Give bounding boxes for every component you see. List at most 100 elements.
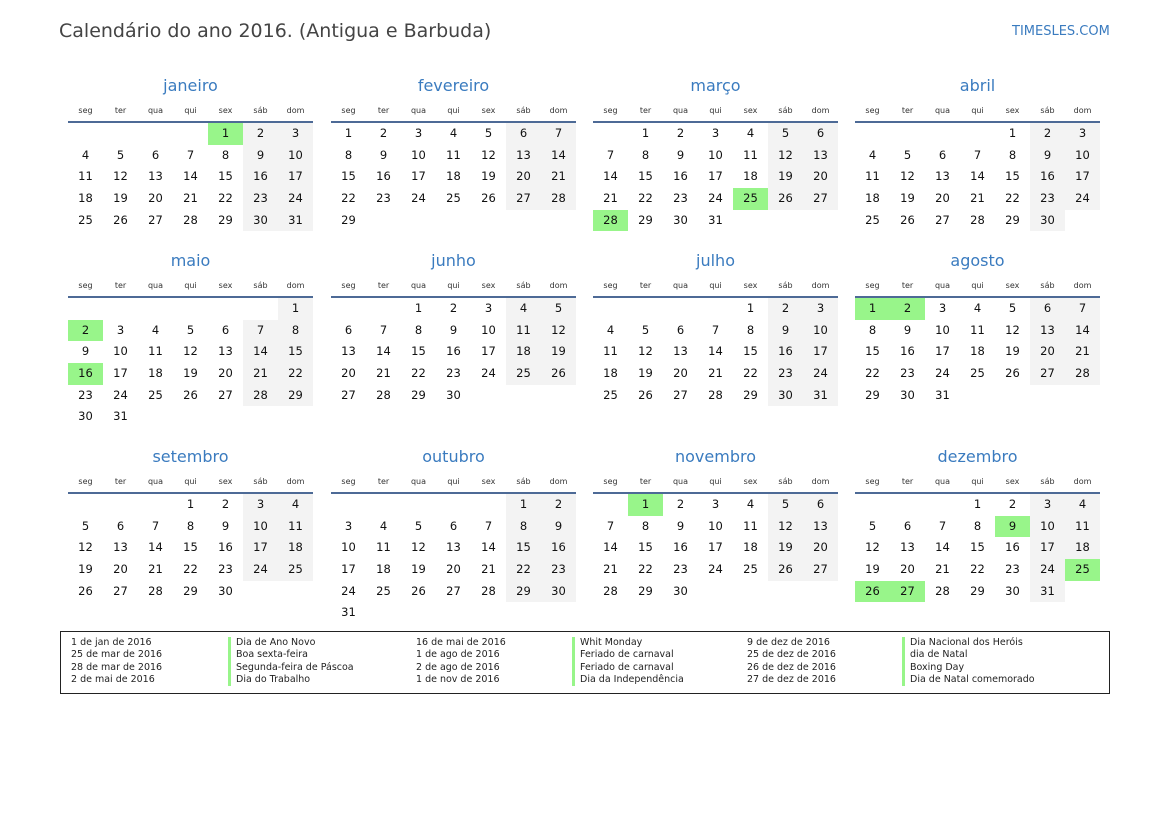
day-cell: 14	[970, 169, 985, 184]
brand-link[interactable]: TIMESLES.COM	[1012, 24, 1110, 39]
weekday-label: dom	[286, 477, 305, 486]
day-cell: 16	[673, 540, 688, 555]
day-cell: 17	[341, 562, 356, 577]
day-cell: 21	[243, 363, 278, 385]
day-cell: 6	[449, 518, 458, 533]
legend-holiday-name: Boa sexta-feira	[228, 649, 354, 662]
day-cell: 28	[148, 583, 163, 598]
weekday-label: ter	[639, 106, 652, 115]
day-cell: 1	[506, 494, 541, 516]
day-cell: 21	[481, 562, 496, 577]
month-title: dezembro	[937, 447, 1018, 466]
weekday-label: qua	[147, 281, 164, 290]
day-cell: 28	[183, 212, 198, 227]
day-cell: 30	[1030, 209, 1065, 232]
weekday-label: seg	[865, 281, 880, 290]
day-cell: 17	[1030, 537, 1065, 560]
day-cell: 3	[414, 126, 423, 140]
weekday-label: sex	[743, 106, 758, 115]
day-cell: 17	[113, 366, 128, 381]
holiday-day-cell: 9	[995, 515, 1030, 538]
day-cell: 27	[506, 188, 541, 210]
day-cell: 1	[186, 497, 195, 511]
day-cell: 6	[151, 147, 160, 162]
day-cell: 22	[218, 191, 233, 206]
weekday-header: seg ter qua qui sex sáb dom	[855, 278, 1100, 294]
day-cell: 31	[935, 387, 950, 402]
day-cell: 12	[78, 540, 93, 555]
legend-holiday-name: Feriado de carnaval	[572, 661, 684, 674]
holiday-day-cell: 1	[628, 494, 663, 516]
day-cell: 11	[743, 518, 758, 533]
legend-date: 16 de mai de 2016	[416, 637, 506, 648]
day-cell: 27	[446, 583, 461, 598]
day-cell: 25	[970, 366, 985, 381]
day-cell: 26	[78, 583, 93, 598]
month-fevereiro: fevereiro seg ter qua qui sex sáb dom 1 2 3 4 5 6 7 8 9 1…	[331, 75, 576, 231]
day-cell: 11	[603, 344, 618, 359]
weekday-header: seg ter qua qui sex sáb dom	[68, 278, 313, 294]
day-cell: 22	[506, 559, 541, 581]
day-cell: 12	[638, 344, 653, 359]
divider	[331, 121, 576, 123]
day-cell: 25	[506, 363, 541, 385]
holiday-day-cell: 28	[593, 209, 628, 232]
day-cell: 12	[481, 147, 496, 162]
day-cell: 26	[411, 583, 426, 598]
weekday-label: sáb	[516, 281, 531, 290]
weekday-label: sex	[481, 477, 496, 486]
day-cell: 20	[935, 191, 950, 206]
day-cell: 12	[865, 540, 880, 555]
day-cell: 6	[676, 322, 685, 337]
day-cell: 5	[541, 298, 576, 320]
month-maio: maio seg ter qua qui sex sáb dom 1 2 3 4 5 6 7 8 9 10 11 12…	[68, 250, 313, 428]
weekday-label: sáb	[516, 106, 531, 115]
day-cell: 31	[1030, 580, 1065, 603]
day-cell: 14	[481, 540, 496, 555]
day-cell: 11	[148, 344, 163, 359]
holiday-day-cell: 25	[1065, 559, 1100, 581]
weekday-label: ter	[114, 106, 127, 115]
day-cell: 21	[935, 562, 950, 577]
day-cell: 21	[708, 366, 723, 381]
day-cell: 17	[935, 344, 950, 359]
day-cell: 2	[768, 298, 803, 320]
day-cell: 22	[743, 366, 758, 381]
day-cell: 24	[1030, 559, 1065, 581]
day-cell: 6	[938, 147, 947, 162]
day-cell: 3	[1065, 123, 1100, 145]
day-cell: 13	[113, 540, 128, 555]
divider	[593, 121, 838, 123]
day-cell: 10	[341, 540, 356, 555]
weekday-label: sáb	[778, 106, 793, 115]
day-cell: 18	[278, 537, 313, 560]
day-cell: 7	[484, 518, 493, 533]
day-cell: 5	[81, 518, 90, 533]
weekday-label: seg	[78, 106, 93, 115]
weekday-label: sáb	[253, 106, 268, 115]
day-cell: 30	[1005, 583, 1020, 598]
day-cell: 11	[506, 319, 541, 342]
day-cell: 23	[218, 562, 233, 577]
day-cell: 22	[1005, 191, 1020, 206]
empty-cell	[628, 298, 663, 320]
day-cell: 19	[900, 191, 915, 206]
day-cell: 26	[638, 387, 653, 402]
day-cell: 9	[676, 518, 685, 533]
day-cell: 10	[113, 344, 128, 359]
empty-cell	[698, 298, 733, 320]
day-cell: 5	[768, 494, 803, 516]
day-cell: 27	[1030, 363, 1065, 385]
divider	[68, 121, 313, 123]
day-cell: 28	[1065, 363, 1100, 385]
day-grid: 1 2 3 4 5 6 7 8 9 10 11 12 13 14 15 16 17 18 19 20 21 22 23 24 2…	[331, 494, 576, 624]
empty-cell	[593, 298, 628, 320]
weekday-label: sex	[1005, 281, 1020, 290]
month-janeiro: janeiro seg ter qua qui sex sáb dom 1 2 3 4 5 6 7 8 9 10 1…	[68, 75, 313, 232]
weekday-label: sáb	[1040, 281, 1055, 290]
weekday-label: dom	[1073, 106, 1092, 115]
empty-cell	[366, 298, 401, 320]
weekday-label: dom	[549, 477, 568, 486]
day-cell: 3	[711, 497, 720, 511]
day-cell: 16	[376, 169, 391, 184]
